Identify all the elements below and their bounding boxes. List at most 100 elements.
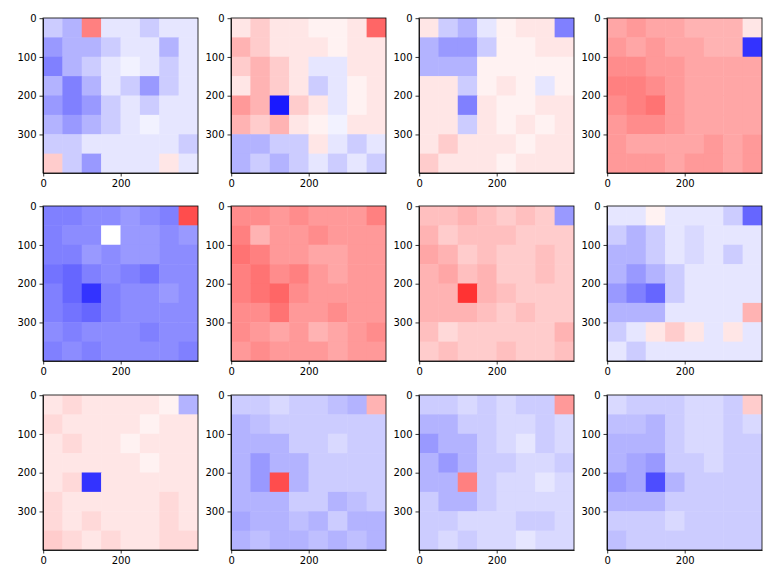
heat-cell [43, 303, 63, 323]
tick-label: 0 [41, 366, 47, 377]
heat-cell [458, 37, 478, 57]
x-axis: 0200 [41, 173, 199, 189]
heat-cell [458, 342, 478, 361]
tick: 0 [218, 13, 231, 24]
heat-cell [704, 18, 724, 38]
heat-cell [743, 37, 762, 57]
heat-cell [497, 322, 517, 342]
heat-cell [535, 225, 555, 245]
tick-label: 0 [30, 201, 36, 212]
tick: 300 [581, 506, 607, 517]
tick: 200 [488, 361, 507, 377]
heat-cell [685, 395, 705, 415]
heat-cell [458, 115, 478, 135]
tick: 0 [30, 13, 43, 24]
heat-cell [438, 264, 458, 284]
heat-cell [179, 342, 198, 361]
heat-cell [665, 225, 685, 245]
tick-mark [231, 173, 232, 177]
heat-cell [367, 245, 386, 265]
tick: 100 [581, 52, 607, 63]
heat-cell [555, 395, 574, 415]
y-axis: 0100200300 [17, 390, 43, 551]
heat-cell [438, 18, 458, 38]
heat-cell [555, 225, 574, 245]
heat-cell [101, 531, 121, 550]
tick: 200 [488, 173, 507, 189]
heat-cell [82, 206, 102, 226]
heat-cell [665, 18, 685, 38]
tick-mark [228, 18, 232, 19]
heat-cell [419, 414, 439, 434]
heat-cell [43, 225, 63, 245]
heat-cell [704, 76, 724, 96]
tick-label: 0 [406, 13, 412, 24]
heat-cell [723, 18, 743, 38]
cells [43, 206, 198, 361]
heat-cell [458, 57, 478, 77]
heat-cell [535, 37, 555, 57]
heat-cell [516, 154, 536, 173]
heat-cell [438, 154, 458, 173]
heat-cell [101, 76, 121, 96]
heat-cell [179, 57, 198, 77]
heat-cell [555, 322, 574, 342]
heat-cell [250, 76, 270, 96]
tick-label: 0 [30, 13, 36, 24]
heat-cell [685, 76, 705, 96]
heat-cell [179, 154, 198, 173]
heat-cell [159, 245, 179, 265]
cells [231, 206, 386, 361]
heat-cell [43, 395, 63, 415]
heat-cell [646, 492, 666, 512]
heat-cell [743, 284, 762, 304]
heat-cell [419, 492, 439, 512]
heat-cell [328, 115, 348, 135]
heat-cell [704, 511, 724, 531]
heat-cell [140, 57, 160, 77]
heat-cell [626, 342, 646, 361]
tick-mark [40, 18, 44, 19]
tick-mark [228, 134, 232, 135]
heat-cell [289, 115, 309, 135]
heat-cell [535, 76, 555, 96]
heat-cell [516, 206, 536, 226]
plot-frame [231, 18, 386, 173]
heat-cell [516, 395, 536, 415]
heat-cell [101, 511, 121, 531]
heat-cell [555, 511, 574, 531]
heat-cell [179, 245, 198, 265]
heat-cell [43, 473, 63, 493]
tick: 200 [581, 278, 607, 289]
heat-cell [289, 395, 309, 415]
heat-cell [477, 57, 497, 77]
tick: 0 [605, 173, 611, 189]
tick-label: 0 [417, 555, 423, 566]
heat-cell [665, 245, 685, 265]
heat-cell [646, 322, 666, 342]
heat-cell [179, 453, 198, 473]
axis-line [231, 396, 232, 551]
x-axis: 0200 [605, 550, 763, 566]
heat-cell [743, 96, 762, 116]
heat-cell [723, 115, 743, 135]
heat-cell [723, 414, 743, 434]
tick: 200 [17, 278, 43, 289]
tick-mark [607, 361, 608, 365]
heat-cell [101, 115, 121, 135]
heat-cell [328, 96, 348, 116]
tick-label: 100 [205, 240, 224, 251]
heat-cell [140, 414, 160, 434]
heat-cell [477, 434, 497, 454]
heat-cell [665, 154, 685, 173]
heat-cell [367, 134, 386, 154]
heat-cell [367, 492, 386, 512]
heat-cell [82, 322, 102, 342]
heat-cell [231, 264, 251, 284]
heat-cell [497, 206, 517, 226]
heat-cell [743, 303, 762, 323]
tick-mark [416, 245, 420, 246]
y-axis: 0100200300 [581, 390, 607, 551]
plot-frame [419, 395, 574, 550]
heat-cell [82, 414, 102, 434]
